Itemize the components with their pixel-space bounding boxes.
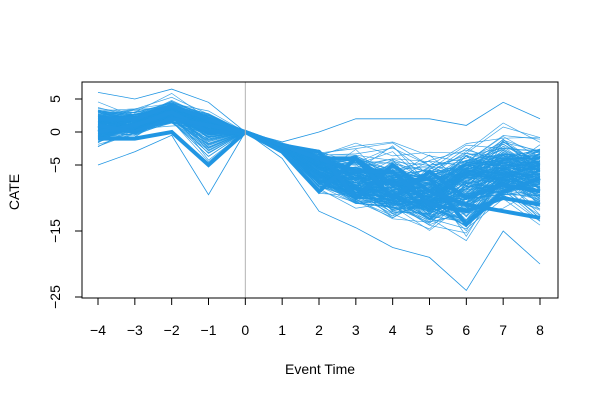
y-tick-label: −15 <box>47 219 63 243</box>
y-axis-label: CATE <box>6 174 22 210</box>
x-tick-label: 1 <box>278 322 286 338</box>
x-tick-label: 8 <box>536 322 544 338</box>
x-tick-label: 4 <box>389 322 397 338</box>
y-tick-label: 0 <box>47 128 63 136</box>
cate-highlight-path <box>97 116 541 214</box>
cate-highlight-path <box>97 110 541 220</box>
x-tick-label: −4 <box>90 322 106 338</box>
x-axis: −4 −3 −2 −1 0 1 2 3 4 5 6 7 8 <box>90 297 544 338</box>
x-tick-label: 2 <box>315 322 323 338</box>
x-tick-label: 7 <box>499 322 507 338</box>
cate-envelope-path <box>97 88 541 143</box>
x-tick-label: 0 <box>241 322 249 338</box>
x-tick-label: −1 <box>201 322 217 338</box>
x-tick-label: 6 <box>462 322 470 338</box>
y-tick-label: −5 <box>47 157 63 173</box>
y-tick-label: −25 <box>47 285 63 309</box>
cate-path <box>97 115 541 195</box>
cate-paths <box>97 88 541 292</box>
cate-highlight-path <box>98 129 541 228</box>
x-tick-label: −3 <box>127 322 143 338</box>
x-tick-label: −2 <box>164 322 180 338</box>
x-tick-label: 5 <box>426 322 434 338</box>
x-tick-label: 3 <box>352 322 360 338</box>
x-axis-label: Event Time <box>285 361 355 377</box>
cate-envelope-path <box>97 131 541 292</box>
y-tick-label: 5 <box>47 95 63 103</box>
y-axis: 5 0 −5 −15 −25 <box>47 95 83 309</box>
cate-path <box>97 108 541 183</box>
